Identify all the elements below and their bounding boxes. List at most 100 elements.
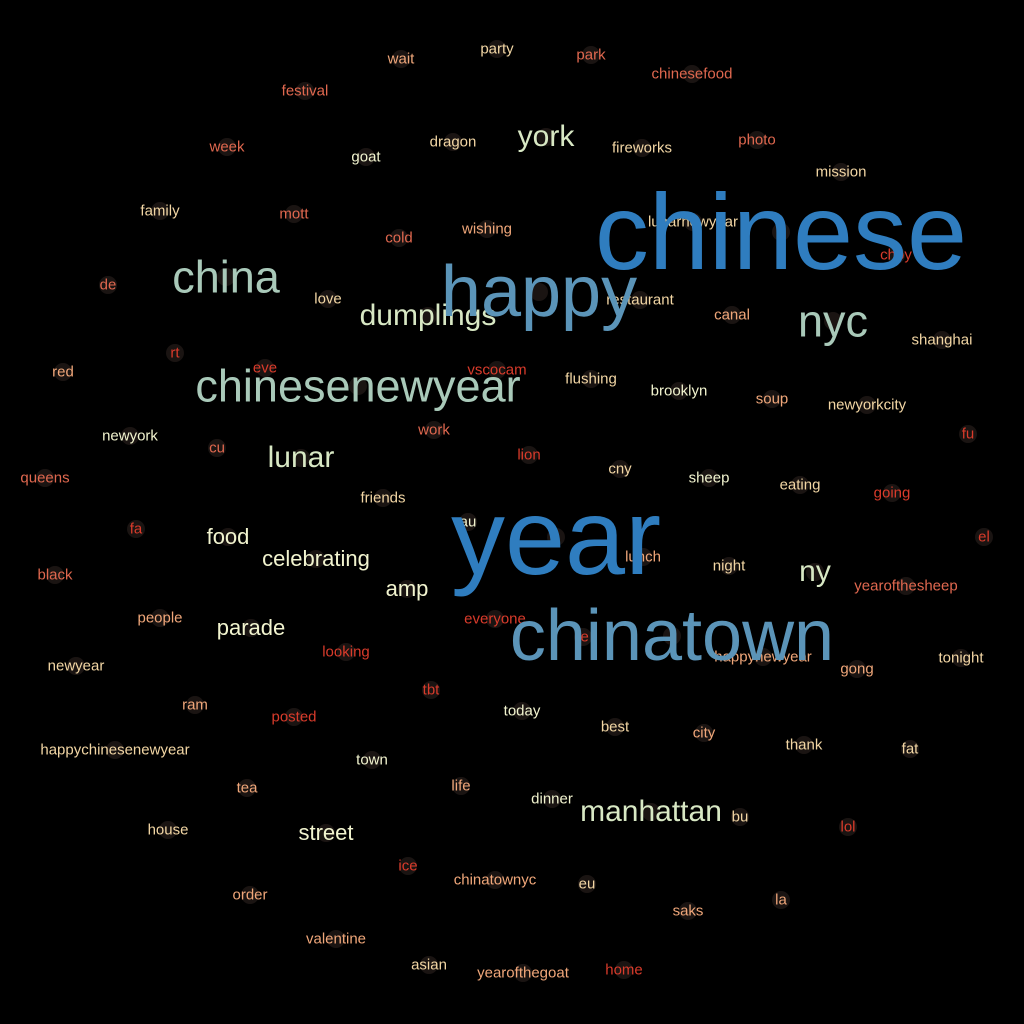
word-tbt: tbt [422, 681, 440, 699]
word-love: love [314, 290, 342, 308]
word-newyear: newyear [47, 657, 105, 675]
word-dot-everyone [486, 610, 504, 628]
word-dot-lol [839, 818, 857, 836]
word-shanghai: shanghai [911, 331, 973, 349]
word-goat: goat [351, 148, 381, 166]
word-party: party [480, 40, 514, 58]
word-dot-dinner [543, 790, 561, 808]
word-dot-rt [166, 344, 184, 362]
word-food: food [206, 524, 250, 549]
word-dot-street [317, 824, 335, 842]
word-dot-parade [242, 619, 260, 637]
word-happynewyear: happynewyear [714, 648, 812, 666]
word-de: de [99, 276, 117, 294]
word-dot-newyorkcity [858, 396, 876, 414]
word-house: house [147, 821, 189, 839]
word-order: order [232, 886, 268, 904]
word-dot-town [363, 751, 381, 769]
word-bu: bu [731, 808, 749, 826]
word-dot-ice [399, 857, 417, 875]
word-newyork: newyork [102, 427, 158, 445]
word-dot-wait [392, 50, 410, 68]
word-mission: mission [815, 163, 867, 181]
word-dot-sheep [700, 469, 718, 487]
word-yearofthesheep: yearofthesheep [854, 577, 958, 595]
word-gong: gong [840, 660, 874, 678]
word-dot-chinese [772, 223, 790, 241]
word-tea: tea [236, 779, 258, 797]
word-wishing: wishing [461, 220, 513, 238]
word-chinese: chinese [594, 171, 968, 292]
word-dot-life [452, 777, 470, 795]
word-eu: eu [578, 875, 596, 893]
word-canal: canal [714, 306, 750, 324]
word-dot-park [582, 46, 600, 64]
word-dot-tbt [422, 681, 440, 699]
word-dot-amp [398, 580, 416, 598]
word-lunarnewyear: lunarnewyear [647, 213, 739, 231]
word-newyorkcity: newyorkcity [827, 396, 907, 414]
word-dot-work [425, 421, 443, 439]
word-dot-flushing [582, 370, 600, 388]
word-black: black [37, 566, 73, 584]
word-dot-newyork [121, 427, 139, 445]
word-eating: eating [779, 476, 821, 494]
word-dot-yearofthesheep [897, 577, 915, 595]
word-dot-queens [36, 469, 54, 487]
word-dot-shanghai [933, 331, 951, 349]
word-posted: posted [271, 708, 317, 726]
word-saks: saks [672, 902, 704, 920]
word-dot-red [54, 363, 72, 381]
word-dot-goat [357, 148, 375, 166]
word-street: street [298, 820, 354, 845]
word-dot-de [99, 276, 117, 294]
word-dot-happychinesenewyear [106, 741, 124, 759]
word-dot-festival [296, 82, 314, 100]
word-manhattan: manhattan [580, 795, 722, 828]
word-city: city [692, 724, 716, 742]
word-chinatown: chinatown [509, 596, 835, 676]
word-park: park [576, 46, 606, 64]
word-dot-au [459, 513, 477, 531]
word-yearofthegoat: yearofthegoat [477, 964, 569, 982]
word-dot-posted [285, 708, 303, 726]
word-dot-le [574, 628, 592, 646]
word-dot-saks [679, 902, 697, 920]
word-dot-lunar [292, 449, 310, 467]
word-dot-dumplings [419, 307, 437, 325]
word-rt: rt [170, 344, 180, 362]
word-dot-chinatownyc [486, 871, 504, 889]
word-dot-year [547, 528, 565, 546]
word-cold: cold [385, 229, 413, 247]
word-dot-ram [186, 696, 204, 714]
word-dot-fireworks [633, 139, 651, 157]
word-dot-tea [238, 779, 256, 797]
word-photo: photo [738, 131, 776, 149]
word-dot-love [319, 290, 337, 308]
word-dot-manhattan [642, 803, 660, 821]
word-dot-tonight [952, 649, 970, 667]
word-dot-eating [791, 476, 809, 494]
word-valentine: valentine [305, 930, 367, 948]
word-night: night [712, 557, 746, 575]
word-sheep: sheep [688, 469, 730, 487]
word-dot-celebrating [307, 550, 325, 568]
word-dot-today [513, 702, 531, 720]
word-happy: happy [440, 252, 638, 332]
word-dot-bu [731, 808, 749, 826]
word-dot-city [695, 724, 713, 742]
word-dot-order [241, 886, 259, 904]
word-dot-lion [520, 446, 538, 464]
word-year: year [450, 476, 662, 597]
word-dot-mott [285, 205, 303, 223]
word-dot-gong [848, 660, 866, 678]
word-dot-wishing [478, 220, 496, 238]
word-asian: asian [411, 956, 447, 974]
word-lion: lion [517, 446, 541, 464]
word-dot-asian [420, 956, 438, 974]
word-dot-chinesefood [683, 65, 701, 83]
word-dot-el [975, 528, 993, 546]
word-dot-choy [887, 246, 905, 264]
word-dot-vscocam [488, 361, 506, 379]
word-dot-dragon [444, 133, 462, 151]
